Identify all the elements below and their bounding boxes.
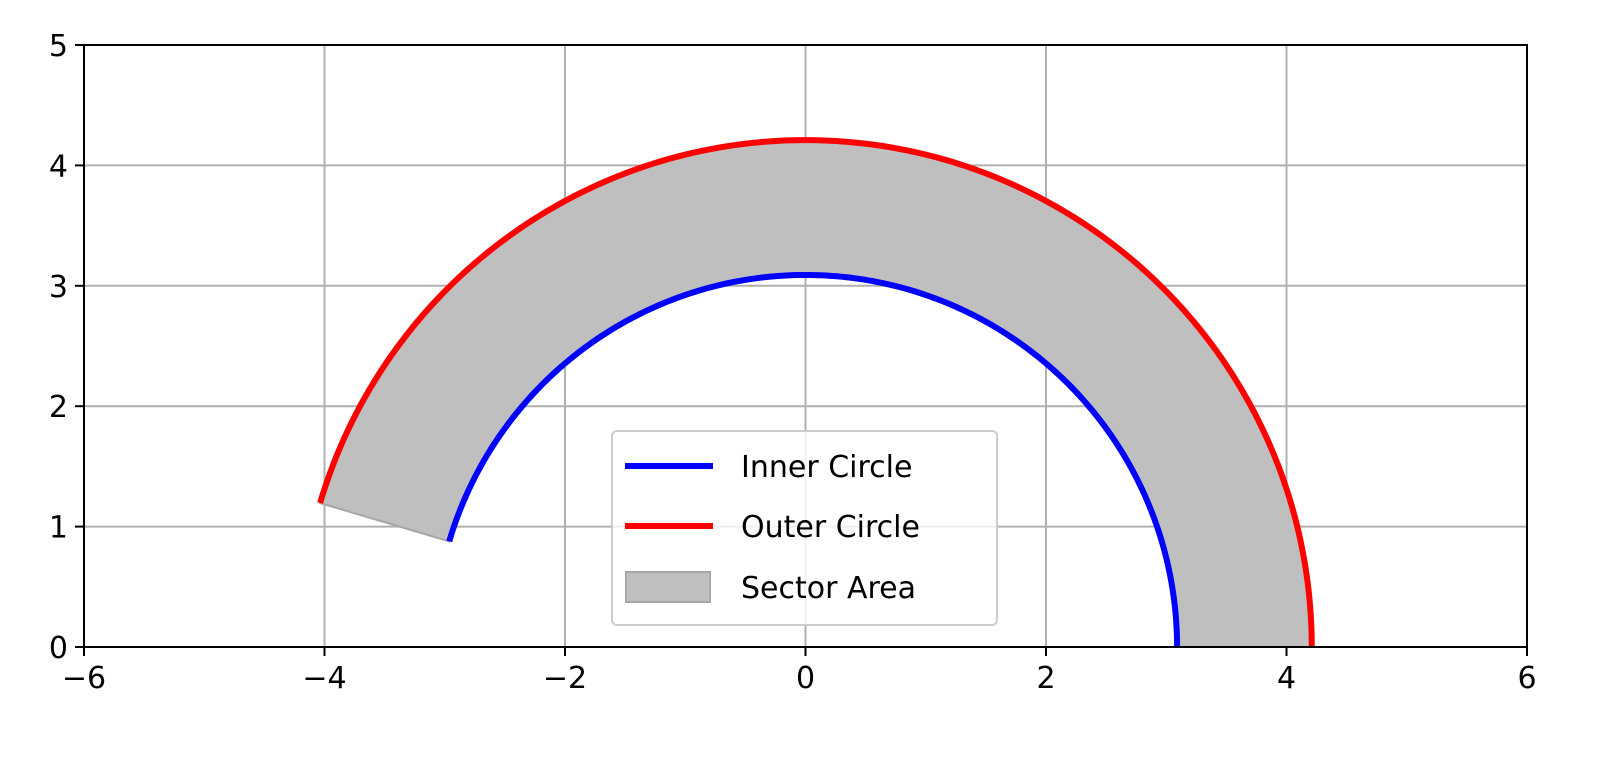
line-layer bbox=[317, 137, 1315, 648]
y-tick-label: 2 bbox=[49, 390, 68, 425]
x-tick-label: 0 bbox=[796, 661, 815, 696]
x-tick-label: −4 bbox=[302, 661, 346, 696]
x-tick-label: −2 bbox=[543, 661, 587, 696]
axis-ticks: −6 −4 −2 0 2 4 6 0 1 2 3 4 5 bbox=[49, 29, 1537, 696]
legend-label-outer-circle: Outer Circle bbox=[741, 510, 920, 545]
legend: Inner Circle Outer Circle Sector Area bbox=[611, 430, 998, 626]
inner-circle-line bbox=[446, 271, 1181, 648]
y-tick-label: 0 bbox=[49, 631, 68, 666]
legend-swatch-sector-area bbox=[625, 571, 711, 603]
x-tick-label: 6 bbox=[1517, 661, 1536, 696]
legend-label-inner-circle: Inner Circle bbox=[741, 450, 912, 485]
x-tick-label: 2 bbox=[1036, 661, 1055, 696]
y-tick-label: 3 bbox=[49, 270, 68, 305]
x-tick-label: 4 bbox=[1277, 661, 1296, 696]
legend-label-sector-area: Sector Area bbox=[741, 571, 916, 606]
outer-circle-line bbox=[317, 137, 1315, 648]
y-tick-label: 4 bbox=[49, 149, 68, 184]
y-tick-label: 5 bbox=[49, 29, 68, 64]
y-tick-label: 1 bbox=[49, 511, 68, 546]
x-tick-label: −6 bbox=[62, 661, 106, 696]
